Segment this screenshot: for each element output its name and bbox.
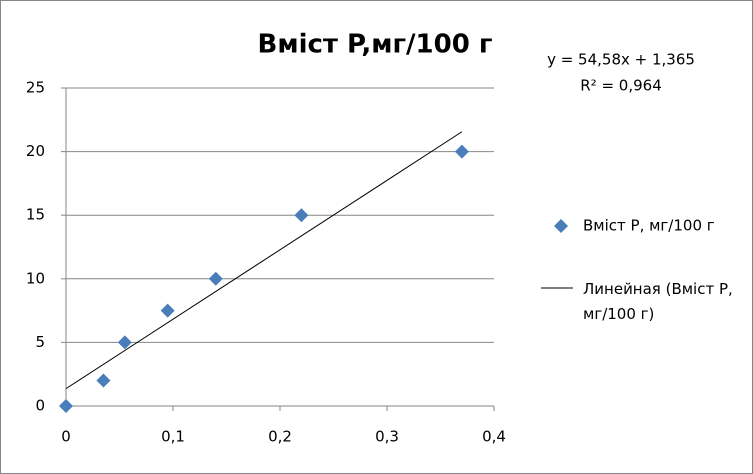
y-tick-label: 10 bbox=[26, 269, 45, 287]
x-tick-label: 0,3 bbox=[375, 428, 399, 446]
point bbox=[294, 208, 309, 223]
legend-label: Вміст P, мг/100 г bbox=[583, 217, 715, 235]
legend-trend-label: Линейная (Вміст P, мг/100 г) bbox=[583, 280, 733, 323]
x-tick-label: 0 bbox=[61, 428, 71, 446]
y-tick-label: 15 bbox=[26, 206, 45, 224]
y-tick-label: 0 bbox=[35, 397, 45, 415]
y-tick-label: 20 bbox=[26, 142, 45, 160]
point bbox=[96, 373, 111, 388]
chart-title: Вміст P,мг/100 г bbox=[258, 30, 493, 60]
point bbox=[454, 144, 469, 159]
legend-marker bbox=[554, 219, 568, 233]
y-tick-label: 25 bbox=[26, 79, 45, 97]
trend-r-squared: R² = 0,964 bbox=[580, 77, 661, 95]
trend-line bbox=[65, 131, 463, 390]
x-tick-label: 0,4 bbox=[482, 428, 506, 446]
x-tick-label: 0,2 bbox=[268, 428, 292, 446]
trend-equation: y = 54,58x + 1,365 bbox=[547, 51, 695, 69]
x-tick-label: 0,1 bbox=[161, 428, 185, 446]
y-tick-label: 5 bbox=[35, 333, 45, 351]
point bbox=[117, 335, 132, 350]
point bbox=[208, 271, 223, 286]
point bbox=[160, 303, 175, 318]
point bbox=[59, 399, 73, 413]
